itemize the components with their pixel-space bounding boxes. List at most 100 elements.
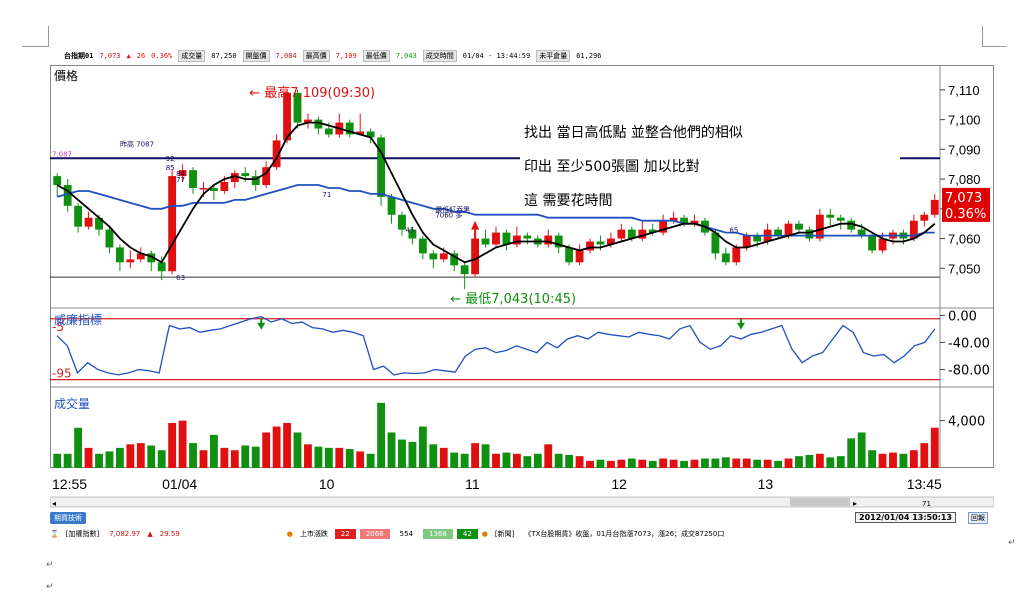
- open-interest-label: 未平倉量: [536, 50, 571, 62]
- report-button[interactable]: 回報: [968, 512, 988, 524]
- volume-bar: [314, 446, 323, 468]
- low-annotation: ← 最低7,043(10:45): [450, 292, 576, 307]
- x-axis-label: 11: [465, 476, 480, 492]
- volume-bar: [324, 447, 333, 468]
- volume-bar: [878, 453, 887, 468]
- ma-short-line: [56, 121, 936, 264]
- volume-bar: [272, 426, 281, 468]
- current-pct: 0.36%: [945, 207, 986, 222]
- note-line-2: 印出 至少500張圖 加以比對: [524, 159, 700, 175]
- pivot-label: 77: [176, 176, 185, 184]
- candle-body: [418, 238, 427, 254]
- candle-body: [210, 187, 218, 191]
- pivot-label: 63: [176, 274, 185, 282]
- news-headline[interactable]: 《TX台股期貨》收盤，01月台指漲7073，漲26；成交87250口: [524, 530, 725, 538]
- volume-bar: [868, 450, 877, 468]
- volume-bar: [512, 453, 521, 468]
- candle-body: [648, 229, 657, 233]
- candle-body: [189, 170, 197, 188]
- paragraph-mark: ↵: [46, 560, 54, 570]
- candle-body: [617, 229, 626, 239]
- candle-body: [63, 185, 72, 206]
- up-arrow-icon: ▲: [126, 52, 131, 60]
- candle-body: [157, 262, 166, 272]
- down-count-2: 42: [456, 529, 478, 539]
- volume-bar: [586, 460, 594, 468]
- flat-count: 554: [393, 529, 420, 539]
- volume-bar: [784, 458, 793, 468]
- volume-bar: [199, 450, 208, 468]
- candle-body: [408, 229, 417, 239]
- hourglass-icon: ⌛: [50, 530, 59, 538]
- volume-bar: [544, 444, 553, 468]
- technical-chart[interactable]: 7,0507,0607,0707,0807,0907,1007,1107,087…: [50, 65, 994, 515]
- candle-body: [178, 170, 187, 177]
- datetime-display: 2012/01/04 13:50:13: [855, 512, 956, 523]
- price-tick-label: 7,110: [948, 83, 980, 98]
- pivot-label: 92: [166, 155, 175, 163]
- buy-signal-label: 最低紅吞黑: [435, 205, 470, 214]
- up-count: 22: [334, 529, 356, 539]
- volume-bar: [210, 434, 218, 468]
- volume-bar: [460, 453, 469, 468]
- candle-body: [345, 122, 354, 135]
- candle-body: [429, 253, 438, 260]
- volume-bar: [826, 457, 835, 468]
- prev-high-value: 7,087: [52, 150, 72, 158]
- williams-bottom-label: -95: [52, 367, 72, 381]
- candle-body: [805, 229, 814, 239]
- candle-body: [147, 253, 156, 263]
- price-tick-label: 7,100: [948, 113, 981, 128]
- candle-body: [795, 223, 803, 230]
- candle-body: [262, 167, 271, 186]
- candle-body: [84, 217, 93, 227]
- volume-bar: [847, 438, 856, 468]
- candle-body: [523, 235, 532, 239]
- volume-bar: [492, 453, 500, 468]
- crop-mark-top-left: [22, 26, 49, 47]
- volume-bar: [648, 460, 657, 468]
- price-tick-label: 7,090: [948, 142, 981, 157]
- volume-bar: [262, 432, 271, 468]
- volume-bar: [795, 456, 803, 468]
- candle-body: [815, 214, 824, 239]
- updown-label: 上市漲跌: [299, 530, 328, 538]
- volume-bar: [711, 458, 720, 468]
- candle-body: [251, 176, 260, 186]
- chart-panes[interactable]: 7,0507,0607,0707,0807,0907,1007,1107,087…: [50, 65, 994, 515]
- candle-body: [575, 250, 584, 263]
- volume-bar: [439, 447, 448, 468]
- candle-body: [607, 238, 615, 245]
- paragraph-mark: ↵: [46, 582, 54, 592]
- volume-bar: [753, 459, 762, 468]
- volume-bar: [95, 453, 103, 468]
- volume-bar: [178, 420, 187, 468]
- candle-body: [774, 229, 782, 236]
- volume-bar: [220, 447, 229, 468]
- volume-bar: [366, 453, 375, 468]
- index-change: 29.59: [159, 530, 180, 538]
- candle-body: [732, 247, 741, 263]
- williams-pane-title: 威廉指標: [54, 313, 103, 327]
- updown-icon: ●: [286, 530, 293, 538]
- sell-arrow-icon: [736, 322, 745, 330]
- volume-label: 成交量: [178, 50, 206, 62]
- candle-body: [586, 241, 594, 251]
- futures-tech-button[interactable]: 期貨技術: [50, 512, 86, 524]
- volume-bar: [502, 452, 511, 468]
- volume-bar: [565, 454, 574, 468]
- pivot-label: 45: [406, 227, 415, 235]
- market-ticker: ⌛ [加權指數] 7,082.97 ▲ 29.59 ● 上市漲跌 22 2066…: [50, 528, 994, 540]
- volume-bar: [398, 439, 406, 468]
- volume-bar: [889, 452, 897, 468]
- volume-bar: [575, 456, 584, 468]
- last-price: 7,073: [99, 52, 121, 60]
- candle-body: [366, 131, 375, 138]
- pivot-label: 84: [176, 170, 185, 178]
- candle-body: [909, 220, 918, 239]
- low-value: 7,043: [395, 52, 417, 60]
- volume-value: 87,250: [211, 52, 237, 60]
- volume-bar: [408, 441, 417, 468]
- volume-bar: [450, 452, 459, 468]
- volume-bar: [418, 426, 427, 468]
